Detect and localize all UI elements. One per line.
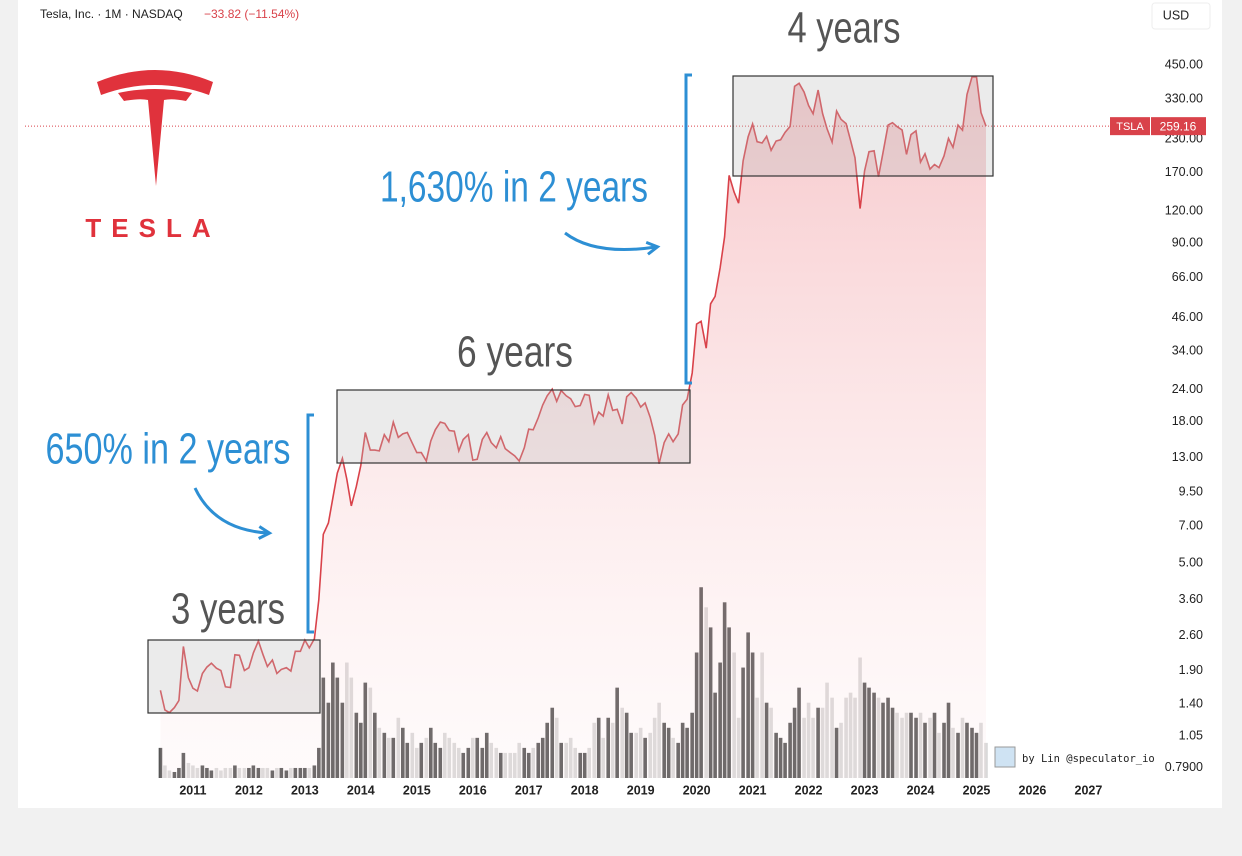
x-tick-label: 2013 [291,783,319,797]
y-tick-label: 5.00 [1179,556,1203,570]
x-tick-label: 2020 [683,783,711,797]
y-tick-label: 330.00 [1165,92,1203,106]
y-tick-label: 1.05 [1179,729,1203,743]
price-line [159,75,987,714]
y-tick-label: 0.7900 [1165,760,1203,774]
symbol-badge-label: TSLA [1116,121,1144,133]
logo-wordmark: TESLA [85,213,220,243]
y-tick-label: 13.00 [1172,450,1203,464]
price-area [160,76,986,779]
y-tick-label: 7.00 [1179,518,1203,532]
annotation: 3 years [171,585,285,634]
y-tick-label: 46.00 [1172,310,1203,324]
y-tick-label: 34.00 [1172,343,1203,357]
avatar [994,746,1016,768]
tesla-logo [97,70,213,186]
x-tick-label: 2018 [571,783,599,797]
x-tick-label: 2014 [347,783,375,797]
y-tick-label: 120.00 [1165,204,1203,218]
x-tick-label: 2025 [963,783,991,797]
annotation: 650% in 2 years [46,425,291,474]
x-tick-label: 2023 [851,783,879,797]
y-tick-label: 90.00 [1172,236,1203,250]
y-tick-label: 170.00 [1165,165,1203,179]
annotation: 6 years [457,328,573,377]
plot-area [25,75,1110,779]
x-tick-label: 2019 [627,783,655,797]
x-tick-label: 2017 [515,783,543,797]
x-tick-label: 2016 [459,783,487,797]
x-tick-label: 2024 [907,783,935,797]
y-tick-label: 18.00 [1172,414,1203,428]
y-tick-label: 2.60 [1179,628,1203,642]
y-tick-label: 1.40 [1179,697,1203,711]
brackets [306,73,692,634]
annotation: 1,630% in 2 years [380,163,648,212]
x-tick-label: 2022 [795,783,823,797]
x-tick-label: 2015 [403,783,431,797]
credit: by Lin @speculator_io [1022,753,1155,765]
arrows [193,231,661,540]
x-tick-label: 2012 [235,783,263,797]
x-tick-label: 2011 [179,783,206,797]
x-tick-label: 2026 [1019,783,1047,797]
price-badge-label: 259.16 [1160,119,1197,133]
symbol-badge [1110,117,1150,136]
price-change: −33.82 (−11.54%) [204,7,299,21]
y-tick-label: 230.00 [1165,132,1203,146]
range-boxes [147,75,994,714]
annotation: 4 years [788,4,901,53]
currency[interactable]: USD [1163,8,1189,22]
y-tick-label: 3.60 [1179,592,1203,606]
price-badge [1151,117,1206,136]
y-tick-label: 1.90 [1179,663,1203,677]
currency-box[interactable] [1151,2,1211,30]
x-tick-label: 2021 [739,783,767,797]
y-tick-label: 24.00 [1172,382,1203,396]
y-tick-label: 9.50 [1179,485,1203,499]
y-tick-label: 450.00 [1165,57,1203,71]
volume-bar [984,742,988,778]
x-tick-label: 2027 [1075,783,1103,797]
symbol-title: Tesla, Inc. · 1M · NASDAQ [40,7,183,21]
y-tick-label: 66.00 [1172,270,1203,284]
